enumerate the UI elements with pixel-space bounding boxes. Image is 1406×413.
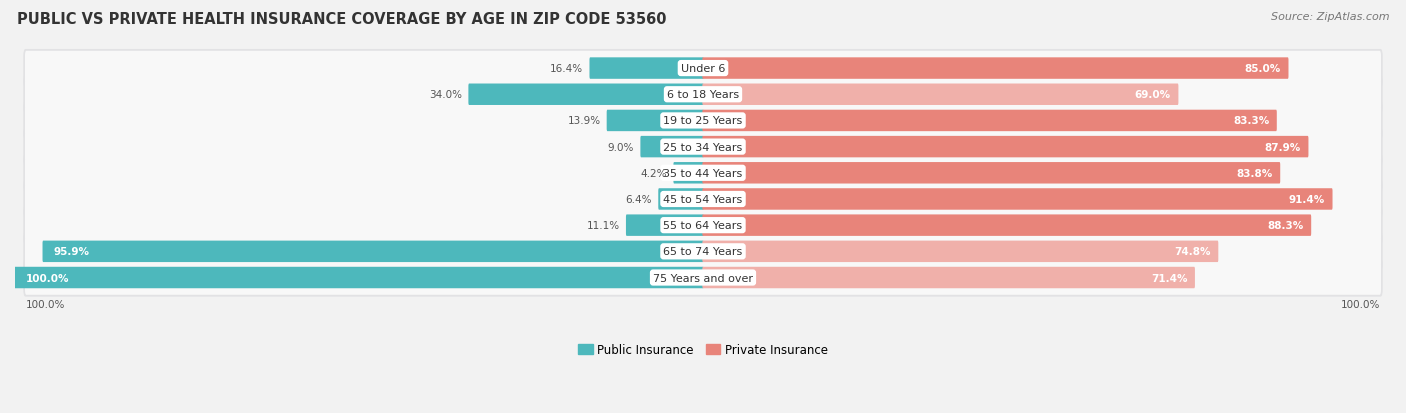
Text: 65 to 74 Years: 65 to 74 Years [664,247,742,257]
Text: Under 6: Under 6 [681,64,725,74]
FancyBboxPatch shape [626,215,703,236]
FancyBboxPatch shape [24,259,1382,297]
FancyBboxPatch shape [658,189,703,210]
FancyBboxPatch shape [25,78,1381,112]
Text: 83.3%: 83.3% [1233,116,1270,126]
FancyBboxPatch shape [25,104,1381,138]
Text: 9.0%: 9.0% [607,142,634,152]
FancyBboxPatch shape [25,209,1381,243]
FancyBboxPatch shape [703,137,1309,158]
Text: 69.0%: 69.0% [1135,90,1171,100]
Text: 25 to 34 Years: 25 to 34 Years [664,142,742,152]
Legend: Public Insurance, Private Insurance: Public Insurance, Private Insurance [574,338,832,361]
Text: 88.3%: 88.3% [1267,221,1303,230]
FancyBboxPatch shape [468,84,703,106]
FancyBboxPatch shape [24,206,1382,244]
FancyBboxPatch shape [24,154,1382,192]
FancyBboxPatch shape [703,110,1277,132]
Text: 4.2%: 4.2% [641,169,668,178]
Text: 6 to 18 Years: 6 to 18 Years [666,90,740,100]
FancyBboxPatch shape [703,84,1178,106]
Text: PUBLIC VS PRIVATE HEALTH INSURANCE COVERAGE BY AGE IN ZIP CODE 53560: PUBLIC VS PRIVATE HEALTH INSURANCE COVER… [17,12,666,27]
Text: 83.8%: 83.8% [1236,169,1272,178]
Text: 34.0%: 34.0% [429,90,463,100]
Text: 19 to 25 Years: 19 to 25 Years [664,116,742,126]
FancyBboxPatch shape [640,137,703,158]
FancyBboxPatch shape [703,163,1281,184]
FancyBboxPatch shape [24,128,1382,166]
Text: 55 to 64 Years: 55 to 64 Years [664,221,742,230]
Text: 71.4%: 71.4% [1152,273,1187,283]
FancyBboxPatch shape [703,267,1195,289]
FancyBboxPatch shape [703,189,1333,210]
Text: 87.9%: 87.9% [1264,142,1301,152]
Text: 13.9%: 13.9% [568,116,600,126]
Text: Source: ZipAtlas.com: Source: ZipAtlas.com [1271,12,1389,22]
FancyBboxPatch shape [703,241,1219,262]
Text: 74.8%: 74.8% [1174,247,1211,257]
FancyBboxPatch shape [24,102,1382,140]
Text: 95.9%: 95.9% [53,247,90,257]
FancyBboxPatch shape [14,267,703,289]
FancyBboxPatch shape [42,241,703,262]
FancyBboxPatch shape [25,156,1381,191]
FancyBboxPatch shape [606,110,703,132]
FancyBboxPatch shape [673,163,703,184]
Text: 100.0%: 100.0% [1341,299,1381,309]
FancyBboxPatch shape [589,58,703,80]
FancyBboxPatch shape [24,76,1382,114]
Text: 75 Years and over: 75 Years and over [652,273,754,283]
Text: 85.0%: 85.0% [1244,64,1281,74]
Text: 45 to 54 Years: 45 to 54 Years [664,195,742,204]
FancyBboxPatch shape [25,261,1381,295]
FancyBboxPatch shape [25,52,1381,86]
Text: 100.0%: 100.0% [25,299,65,309]
FancyBboxPatch shape [25,235,1381,269]
FancyBboxPatch shape [703,215,1312,236]
Text: 100.0%: 100.0% [25,273,69,283]
FancyBboxPatch shape [703,58,1288,80]
Text: 11.1%: 11.1% [586,221,620,230]
Text: 91.4%: 91.4% [1289,195,1324,204]
FancyBboxPatch shape [24,180,1382,218]
Text: 6.4%: 6.4% [626,195,652,204]
FancyBboxPatch shape [25,130,1381,164]
Text: 16.4%: 16.4% [550,64,583,74]
Text: 35 to 44 Years: 35 to 44 Years [664,169,742,178]
FancyBboxPatch shape [25,182,1381,217]
FancyBboxPatch shape [24,50,1382,88]
FancyBboxPatch shape [24,233,1382,271]
